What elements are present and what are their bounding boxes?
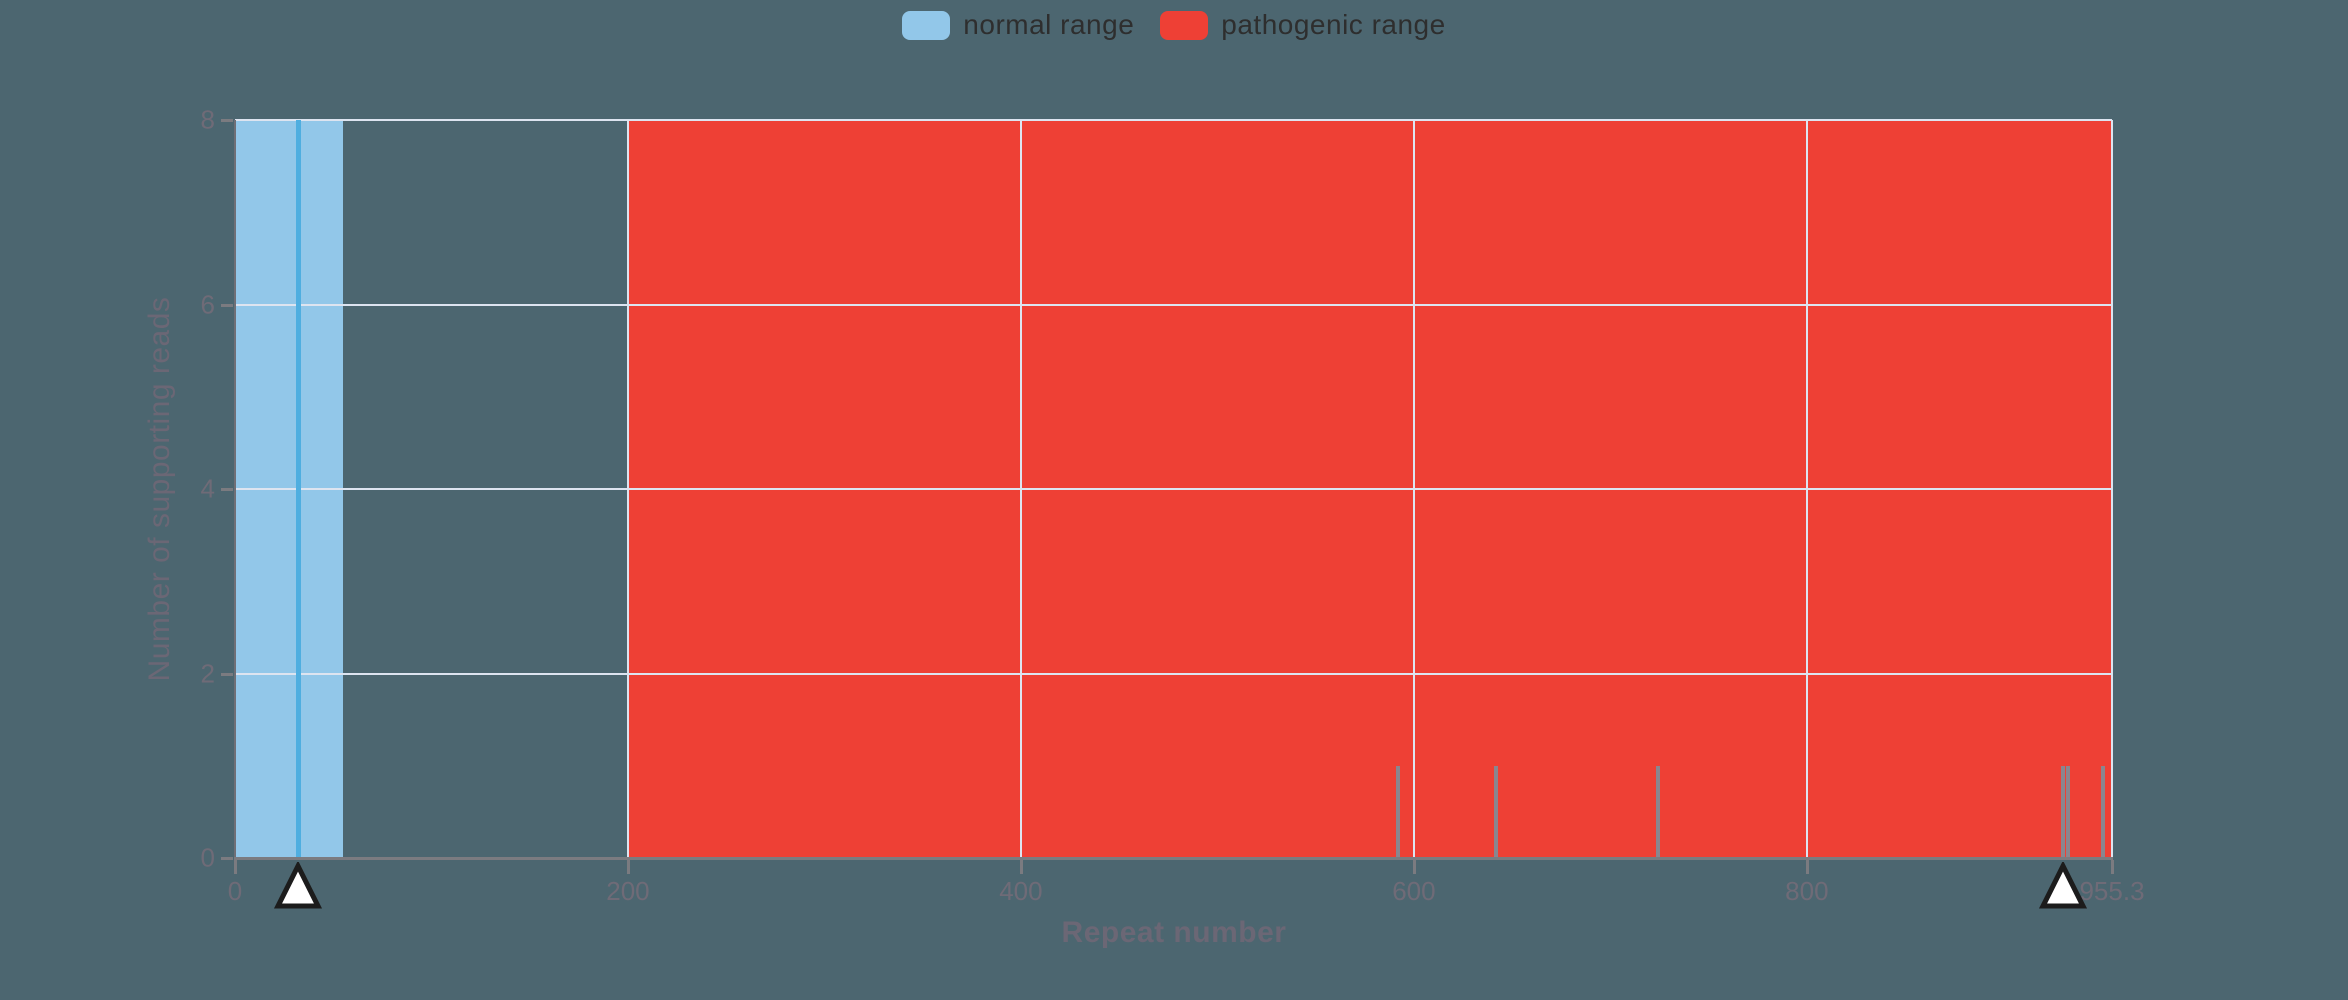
x-tick-label-0: 0 xyxy=(227,876,243,906)
y-tick-label-8: 8 xyxy=(200,104,215,135)
gridline-x-800 xyxy=(1805,120,1808,858)
gridline-x-955.3 xyxy=(2111,120,2113,858)
gridline-x-200 xyxy=(626,120,629,858)
chart-legend: normal range pathogenic range xyxy=(0,0,2348,41)
normal-range-swatch xyxy=(902,10,951,40)
legend-label-normal-range: normal range xyxy=(963,9,1135,40)
allele-marker-triangle-1 xyxy=(273,862,322,909)
x-axis-title: Repeat number xyxy=(1061,916,1287,949)
x-tick-label-955.3: 955.3 xyxy=(2079,876,2145,906)
y-tick-0 xyxy=(221,857,233,860)
y-axis-line xyxy=(234,120,236,858)
y-tick-label-6: 6 xyxy=(200,289,215,319)
read-support-bar xyxy=(1655,765,1660,858)
read-support-bar xyxy=(2061,765,2066,858)
x-tick-800 xyxy=(1805,860,1809,874)
x-tick-0 xyxy=(234,860,237,874)
y-tick-label-2: 2 xyxy=(200,658,215,688)
x-tick-955.3 xyxy=(2111,860,2114,874)
x-tick-label-400: 400 xyxy=(999,876,1043,906)
legend-item-normal-range[interactable]: normal range xyxy=(902,9,1134,41)
read-support-bar xyxy=(2100,765,2105,858)
y-tick-6 xyxy=(221,303,233,307)
gridline-y-2 xyxy=(235,672,2112,675)
y-tick-label-0: 0 xyxy=(200,842,215,873)
x-tick-label-800: 800 xyxy=(1785,876,1829,906)
allele-marker-triangle-2 xyxy=(2039,862,2088,909)
legend-item-pathogenic-range[interactable]: pathogenic range xyxy=(1160,9,1445,41)
gridline-x-400 xyxy=(1019,120,1022,858)
read-support-bar xyxy=(1494,765,1499,858)
gridline-y-8 xyxy=(235,119,2112,121)
read-support-bar xyxy=(1396,765,1401,858)
read-support-bar xyxy=(296,120,302,858)
x-tick-400 xyxy=(1019,860,1023,874)
x-tick-200 xyxy=(626,860,630,874)
read-support-bar xyxy=(2066,765,2071,858)
y-tick-4 xyxy=(221,488,233,491)
x-axis-line xyxy=(234,857,2113,860)
plot-area: 0 200 400 600 800 955.3 0 2 4 6 8 xyxy=(201,105,2145,909)
x-tick-label-200: 200 xyxy=(606,876,650,906)
gridline-y-6 xyxy=(235,303,2112,306)
y-tick-label-4: 4 xyxy=(200,473,215,504)
x-tick-600 xyxy=(1412,860,1416,874)
gridline-y-4 xyxy=(235,488,2112,490)
y-tick-2 xyxy=(221,672,233,676)
legend-label-pathogenic-range: pathogenic range xyxy=(1221,9,1446,40)
y-axis-title: Number of supporting reads xyxy=(143,296,176,682)
x-tick-label-600: 600 xyxy=(1392,876,1436,906)
pathogenic-range-swatch xyxy=(1160,10,1209,40)
y-tick-8 xyxy=(221,119,233,122)
gridline-x-600 xyxy=(1412,120,1415,858)
